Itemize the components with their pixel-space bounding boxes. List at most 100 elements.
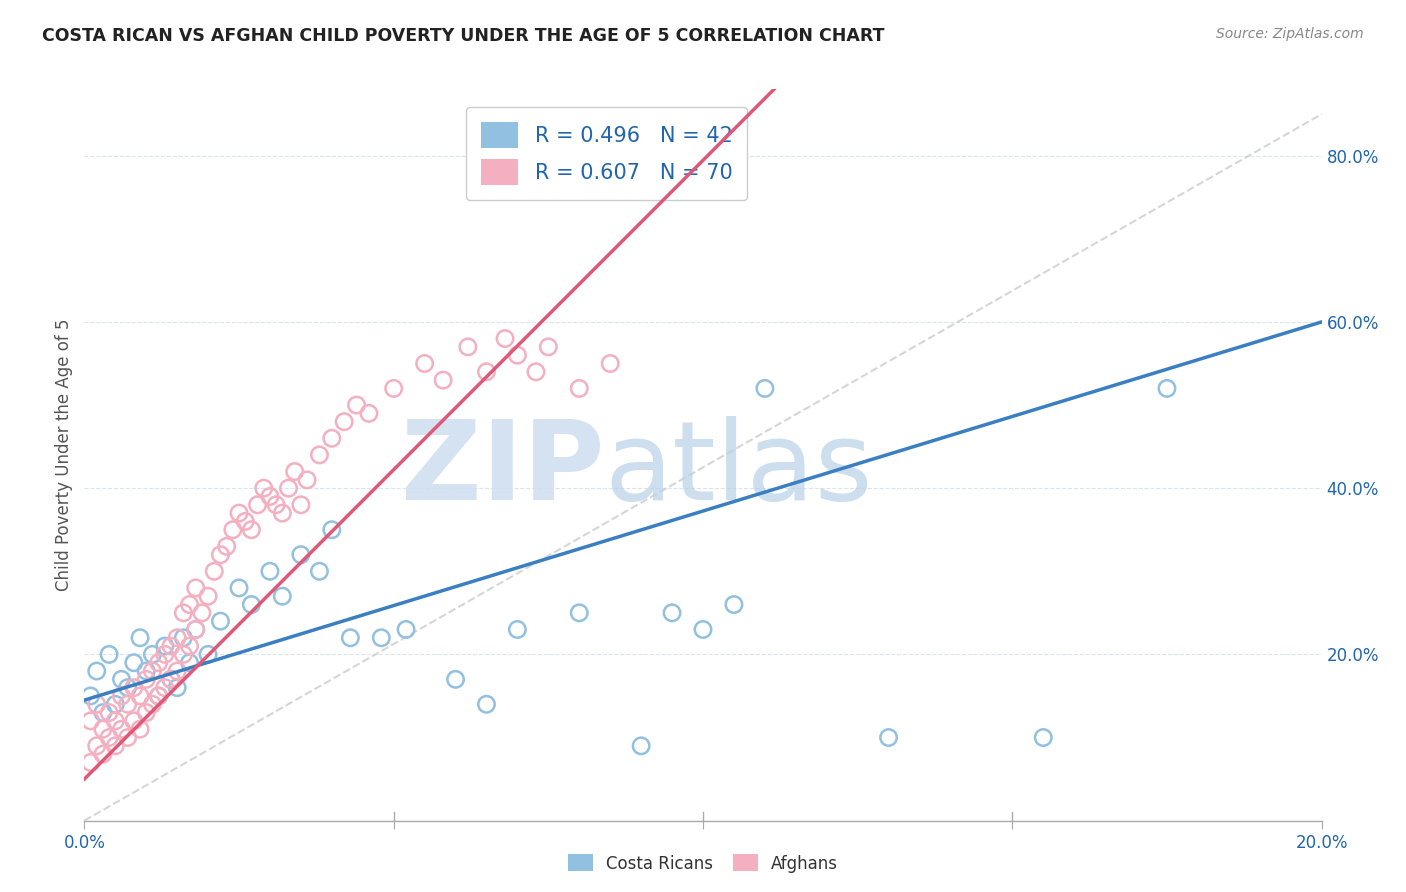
Point bbox=[172, 631, 194, 645]
Legend: Costa Ricans, Afghans: Costa Ricans, Afghans bbox=[561, 847, 845, 880]
Point bbox=[153, 639, 176, 653]
Point bbox=[166, 631, 188, 645]
Point bbox=[264, 498, 287, 512]
Point bbox=[202, 564, 225, 578]
Point bbox=[240, 598, 263, 612]
Point bbox=[475, 365, 498, 379]
Point bbox=[395, 623, 418, 637]
Text: COSTA RICAN VS AFGHAN CHILD POVERTY UNDER THE AGE OF 5 CORRELATION CHART: COSTA RICAN VS AFGHAN CHILD POVERTY UNDE… bbox=[42, 27, 884, 45]
Point bbox=[432, 373, 454, 387]
Point bbox=[228, 581, 250, 595]
Point bbox=[240, 523, 263, 537]
Point bbox=[179, 598, 201, 612]
Point bbox=[321, 431, 343, 445]
Point bbox=[1032, 731, 1054, 745]
Text: atlas: atlas bbox=[605, 416, 873, 523]
Point bbox=[233, 515, 256, 529]
Point bbox=[86, 739, 108, 753]
Point bbox=[524, 365, 547, 379]
Point bbox=[79, 689, 101, 703]
Point bbox=[122, 681, 145, 695]
Text: ZIP: ZIP bbox=[401, 416, 605, 523]
Point bbox=[346, 398, 368, 412]
Point bbox=[630, 739, 652, 753]
Text: Source: ZipAtlas.com: Source: ZipAtlas.com bbox=[1216, 27, 1364, 41]
Point bbox=[117, 698, 139, 712]
Point bbox=[98, 731, 121, 745]
Point bbox=[86, 664, 108, 678]
Point bbox=[413, 356, 436, 370]
Legend: R = 0.496   N = 42, R = 0.607   N = 70: R = 0.496 N = 42, R = 0.607 N = 70 bbox=[465, 107, 747, 200]
Point bbox=[253, 481, 276, 495]
Point bbox=[148, 656, 170, 670]
Point bbox=[110, 723, 132, 737]
Point bbox=[475, 698, 498, 712]
Point bbox=[259, 564, 281, 578]
Point bbox=[197, 589, 219, 603]
Point bbox=[110, 689, 132, 703]
Point bbox=[166, 681, 188, 695]
Point bbox=[104, 714, 127, 728]
Point bbox=[160, 639, 183, 653]
Point bbox=[153, 681, 176, 695]
Point bbox=[135, 706, 157, 720]
Point bbox=[537, 340, 560, 354]
Point bbox=[179, 656, 201, 670]
Point bbox=[129, 689, 152, 703]
Point bbox=[357, 406, 380, 420]
Point bbox=[135, 664, 157, 678]
Point bbox=[104, 739, 127, 753]
Point bbox=[284, 465, 307, 479]
Point bbox=[295, 473, 318, 487]
Point bbox=[91, 723, 114, 737]
Point bbox=[1156, 381, 1178, 395]
Point bbox=[271, 506, 294, 520]
Point bbox=[179, 639, 201, 653]
Point bbox=[209, 548, 232, 562]
Point bbox=[692, 623, 714, 637]
Point bbox=[222, 523, 245, 537]
Point bbox=[141, 648, 163, 662]
Point bbox=[184, 623, 207, 637]
Point bbox=[877, 731, 900, 745]
Point bbox=[246, 498, 269, 512]
Point bbox=[321, 523, 343, 537]
Point bbox=[160, 673, 183, 687]
Point bbox=[290, 498, 312, 512]
Point bbox=[568, 606, 591, 620]
Point bbox=[129, 723, 152, 737]
Point bbox=[160, 673, 183, 687]
Y-axis label: Child Poverty Under the Age of 5: Child Poverty Under the Age of 5 bbox=[55, 318, 73, 591]
Point bbox=[444, 673, 467, 687]
Point bbox=[382, 381, 405, 395]
Point bbox=[117, 681, 139, 695]
Point bbox=[172, 648, 194, 662]
Point bbox=[110, 673, 132, 687]
Point bbox=[661, 606, 683, 620]
Point bbox=[184, 623, 207, 637]
Point bbox=[91, 747, 114, 761]
Point bbox=[98, 706, 121, 720]
Point bbox=[166, 664, 188, 678]
Point bbox=[259, 490, 281, 504]
Point bbox=[172, 606, 194, 620]
Point bbox=[290, 548, 312, 562]
Point bbox=[333, 415, 356, 429]
Point bbox=[91, 706, 114, 720]
Point bbox=[209, 614, 232, 628]
Point bbox=[277, 481, 299, 495]
Point bbox=[271, 589, 294, 603]
Point bbox=[308, 564, 330, 578]
Point bbox=[457, 340, 479, 354]
Point bbox=[370, 631, 392, 645]
Point bbox=[494, 332, 516, 346]
Point bbox=[104, 698, 127, 712]
Point bbox=[135, 673, 157, 687]
Point bbox=[568, 381, 591, 395]
Point bbox=[197, 648, 219, 662]
Point bbox=[599, 356, 621, 370]
Point bbox=[339, 631, 361, 645]
Point bbox=[122, 656, 145, 670]
Point bbox=[506, 623, 529, 637]
Point bbox=[215, 539, 238, 553]
